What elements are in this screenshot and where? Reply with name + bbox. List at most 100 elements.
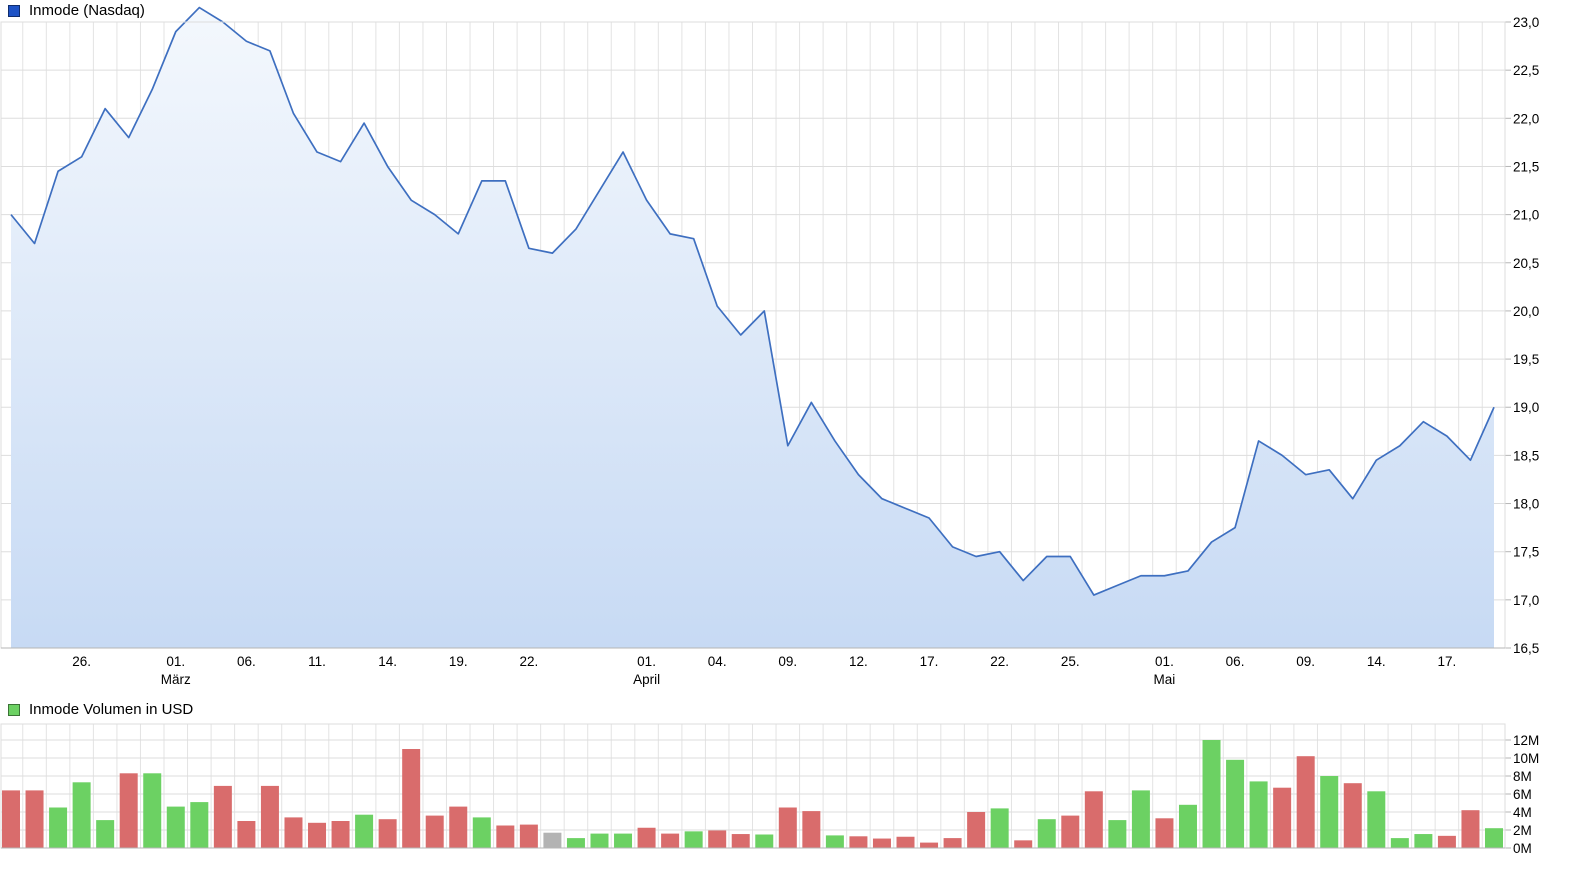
volume-bar: [1273, 787, 1292, 848]
price-x-axis-label: 19.: [449, 654, 468, 669]
price-x-axis-label: 25.: [1061, 654, 1080, 669]
price-y-axis-label: 19,5: [1513, 352, 1539, 367]
volume-bar: [637, 827, 656, 848]
volume-bar: [472, 817, 491, 848]
price-x-axis-label: 22.: [519, 654, 538, 669]
volume-bar: [237, 821, 256, 848]
price-y-axis-label: 19,0: [1513, 400, 1539, 415]
volume-bar: [1414, 834, 1433, 848]
price-x-axis-label: 06.: [237, 654, 256, 669]
price-x-axis-label: 06.: [1226, 654, 1245, 669]
volume-bar: [802, 811, 821, 848]
price-plot: 23,0 22,5 22,0 21,5 21,0 20,5 20,0 19,5 19,0 18,5…: [0, 6, 1539, 687]
volume-bar: [1343, 783, 1362, 848]
volume-chart-title: Inmode Volumen in USD: [29, 701, 194, 718]
price-chart-legend: Inmode (Nasdaq): [8, 2, 145, 19]
volume-bar: [355, 814, 374, 848]
volume-bar: [614, 833, 633, 848]
volume-y-axis-label: 10M: [1513, 751, 1539, 766]
volume-bar: [284, 817, 303, 848]
volume-bar: [1061, 815, 1080, 848]
price-legend-swatch: [8, 4, 20, 17]
price-line: [10, 6, 1495, 596]
volume-bar: [1155, 818, 1174, 848]
price-x-axis-month-label: April: [633, 672, 660, 687]
price-x-axis-label: 11.: [308, 654, 326, 669]
volume-bar: [96, 820, 115, 848]
volume-bar: [49, 807, 68, 848]
price-y-axis-label: 18,5: [1513, 448, 1539, 463]
volume-bar: [590, 833, 609, 848]
price-x-axis-label: 17.: [920, 654, 939, 669]
volume-bar: [990, 808, 1009, 848]
volume-bar: [1461, 810, 1480, 848]
volume-bar: [378, 819, 397, 848]
volume-y-axis-label: 12M: [1513, 733, 1539, 748]
volume-bar: [755, 834, 774, 848]
price-chart-title: Inmode (Nasdaq): [29, 2, 145, 19]
volume-bar: [1226, 759, 1245, 848]
price-x-axis-label: 14.: [1367, 654, 1386, 669]
price-y-axis-label: 21,0: [1513, 208, 1539, 223]
volume-y-axis-label: 0M: [1513, 841, 1532, 856]
volume-chart-legend: Inmode Volumen in USD: [8, 701, 193, 718]
price-area-fill: [11, 7, 1494, 649]
volume-bar: [213, 785, 232, 848]
volume-bar: [543, 832, 562, 848]
volume-bar: [2, 790, 20, 848]
volume-y-axis-label: 2M: [1513, 823, 1532, 838]
volume-plot: 12M 10M 8M 6M 4M 2M 0M: [0, 723, 1539, 856]
volume-bar: [1437, 835, 1456, 848]
price-x-axis-label: 17.: [1438, 654, 1457, 669]
price-y-axis-label: 17,0: [1513, 593, 1539, 608]
price-x-axis-label: 22.: [990, 654, 1009, 669]
volume-bar: [449, 806, 468, 848]
price-x-axis-month-label: März: [161, 672, 191, 687]
volume-y-axis-label: 8M: [1513, 769, 1532, 784]
volume-bar: [920, 842, 939, 848]
volume-bar: [872, 838, 891, 848]
volume-bar: [661, 833, 680, 848]
volume-bar: [1202, 740, 1221, 848]
volume-bar: [1037, 819, 1056, 848]
volume-bar: [731, 834, 750, 848]
volume-bar: [825, 835, 844, 848]
volume-bar: [566, 838, 585, 848]
price-x-axis-label: 09.: [778, 654, 797, 669]
volume-bar: [1108, 820, 1127, 848]
price-x-axis-label: 04.: [708, 654, 727, 669]
volume-bar: [1178, 804, 1197, 848]
price-y-axis-label: 22,5: [1513, 63, 1539, 78]
volume-bar: [72, 782, 91, 848]
volume-bar: [402, 749, 421, 848]
volume-bar: [260, 785, 279, 848]
volume-bar: [1296, 756, 1315, 848]
price-y-axis-label: 22,0: [1513, 111, 1539, 126]
volume-bar: [967, 812, 986, 848]
volume-bar: [708, 830, 727, 848]
volume-bar: [1485, 828, 1503, 848]
volume-bar: [331, 821, 350, 848]
price-x-axis-label: 09.: [1296, 654, 1315, 669]
price-y-axis-label: 17,5: [1513, 545, 1539, 560]
volume-bar: [119, 773, 138, 848]
price-x-axis-label: 01.: [166, 654, 185, 669]
volume-bar: [1084, 791, 1103, 848]
volume-bar: [1390, 838, 1409, 848]
price-x-axis-month-label: Mai: [1154, 672, 1176, 687]
volume-legend-swatch: [8, 703, 20, 716]
volume-bar: [778, 807, 797, 848]
volume-bar: [496, 825, 515, 848]
volume-bar: [943, 838, 962, 848]
volume-y-axis-label: 4M: [1513, 805, 1532, 820]
volume-bar: [849, 836, 868, 848]
price-y-axis-label: 23,0: [1513, 15, 1539, 30]
volume-bar: [684, 831, 703, 848]
price-y-axis-label: 21,5: [1513, 159, 1539, 174]
volume-bar: [1014, 840, 1033, 848]
price-y-axis-label: 18,0: [1513, 497, 1539, 512]
volume-bar: [519, 824, 538, 848]
price-y-axis-label: 20,0: [1513, 304, 1539, 319]
price-x-axis-label: 01.: [1155, 654, 1174, 669]
